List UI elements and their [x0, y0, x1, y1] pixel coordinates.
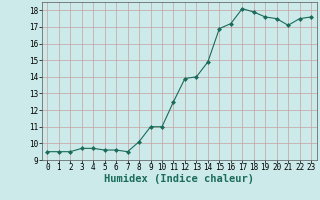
X-axis label: Humidex (Indice chaleur): Humidex (Indice chaleur) [104, 174, 254, 184]
